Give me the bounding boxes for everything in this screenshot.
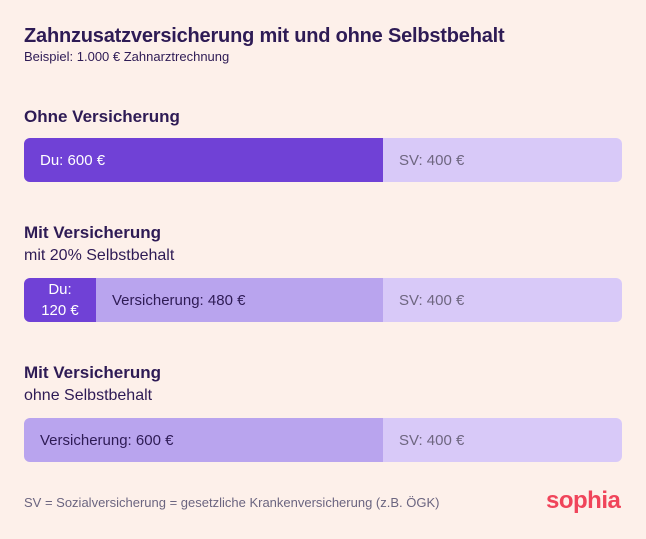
group-title: Ohne Versicherung — [24, 107, 180, 126]
group-title: Mit Versicherung — [24, 363, 161, 382]
group-ohne-selbstbehalt: Mit Versicherung ohne Selbstbehalt Versi… — [24, 363, 622, 462]
stacked-bar: Du: 120 € Versicherung: 480 € SV: 400 € — [24, 278, 622, 322]
bar-segment-label: Du: 600 € — [40, 151, 106, 169]
sophia-logo: sophia — [546, 487, 621, 514]
group-subtitle: mit 20% Selbstbehalt — [24, 247, 175, 264]
bar-segment-label: Du: — [48, 281, 72, 298]
bar-segment-versicherung: Versicherung: 600 € — [24, 418, 383, 462]
group-title: Mit Versicherung — [24, 223, 161, 242]
group-mit-selbstbehalt: Mit Versicherung mit 20% Selbstbehalt Du… — [24, 223, 622, 322]
bar-segment-sv: SV: 400 € — [383, 278, 622, 322]
bar-segment-sv: SV: 400 € — [383, 138, 622, 182]
bar-segment-du: Du: 120 € — [24, 278, 96, 322]
bar-segment-label: SV: 400 € — [399, 431, 465, 449]
footnote: SV = Sozialversicherung = gesetzliche Kr… — [24, 495, 440, 510]
stacked-bar: Versicherung: 600 € SV: 400 € — [24, 418, 622, 462]
group-subtitle: ohne Selbstbehalt — [24, 387, 153, 404]
bar-segment-label: Versicherung: 600 € — [40, 431, 174, 449]
bar-segment-du: Du: 600 € — [24, 138, 383, 182]
chart-title: Zahnzusatzversicherung mit und ohne Selb… — [24, 25, 505, 47]
bar-segment-label: SV: 400 € — [399, 291, 465, 309]
bar-segment-label: SV: 400 € — [399, 151, 465, 169]
chart-subtitle: Beispiel: 1.000 € Zahnarztrechnung — [24, 49, 230, 64]
bar-segment-sv: SV: 400 € — [383, 418, 622, 462]
stacked-bar: Du: 600 € SV: 400 € — [24, 138, 622, 182]
bar-segment-label: 120 € — [41, 302, 79, 319]
group-ohne-versicherung: Ohne Versicherung Du: 600 € SV: 400 € — [24, 107, 622, 182]
bar-segment-label: Versicherung: 480 € — [112, 291, 246, 309]
bar-segment-versicherung: Versicherung: 480 € — [96, 278, 383, 322]
